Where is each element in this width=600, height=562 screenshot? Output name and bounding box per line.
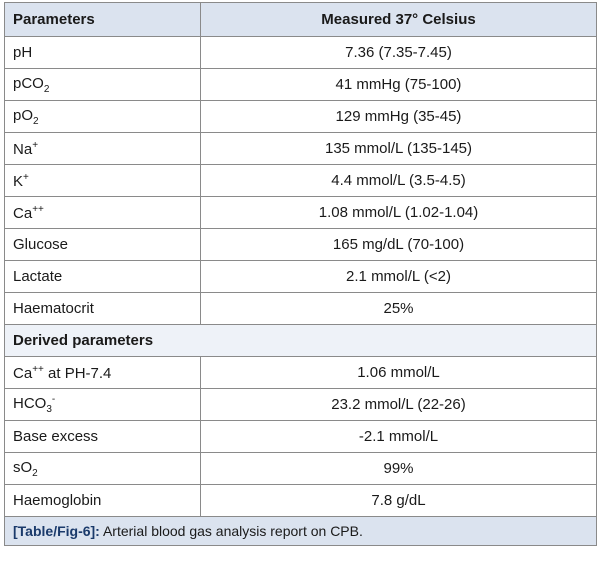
param-name: HCO3-: [4, 388, 201, 421]
table-row: Na+ 135 mmol/L (135-145): [4, 132, 597, 165]
param-value: 135 mmol/L (135-145): [200, 132, 597, 165]
table-caption: [Table/Fig-6]: Arterial blood gas analys…: [4, 516, 597, 546]
param-name: Haemoglobin: [4, 484, 201, 517]
param-value: 1.06 mmol/L: [200, 356, 597, 389]
table-row: Lactate 2.1 mmol/L (<2): [4, 260, 597, 293]
table-row: Haemoglobin 7.8 g/dL: [4, 484, 597, 517]
param-name: pH: [4, 36, 201, 69]
param-name-sup: -: [51, 394, 56, 405]
table-row: Haematocrit 25%: [4, 292, 597, 325]
param-value: 99%: [200, 452, 597, 485]
param-name-main: Ca: [13, 364, 33, 382]
table-row: K+ 4.4 mmol/L (3.5-4.5): [4, 164, 597, 197]
param-name-main: sO: [13, 458, 33, 476]
param-name-sub: 3: [46, 404, 52, 415]
param-name: Lactate: [4, 260, 201, 293]
table-row: Ca++ 1.08 mmol/L (1.02-1.04): [4, 196, 597, 229]
param-value: 7.36 (7.35-7.45): [200, 36, 597, 69]
param-name-main: K: [13, 172, 24, 190]
param-value: 41 mmHg (75-100): [200, 68, 597, 101]
param-value: 165 mg/dL (70-100): [200, 228, 597, 261]
param-value: 129 mmHg (35-45): [200, 100, 597, 133]
derived-parameters-heading: Derived parameters: [4, 324, 597, 357]
param-name-sub: 2: [33, 115, 39, 127]
param-value: 4.4 mmol/L (3.5-4.5): [200, 164, 597, 197]
param-name-sup: ++: [32, 363, 44, 375]
param-name-sup: +: [32, 139, 39, 151]
param-value: 7.8 g/dL: [200, 484, 597, 517]
table-row: HCO3- 23.2 mmol/L (22-26): [4, 388, 597, 421]
table-row: pO2 129 mmHg (35-45): [4, 100, 597, 133]
param-value: 2.1 mmol/L (<2): [200, 260, 597, 293]
param-name-sub: 2: [43, 83, 50, 95]
param-name: pO2: [4, 100, 201, 133]
table-row: Glucose 165 mg/dL (70-100): [4, 228, 597, 261]
table-row: pH 7.36 (7.35-7.45): [4, 36, 597, 69]
param-name: Ca++ at PH-7.4: [4, 356, 201, 389]
param-name: K+: [4, 164, 201, 197]
param-value: 23.2 mmol/L (22-26): [200, 388, 597, 421]
header-measured: Measured 37° Celsius: [200, 2, 597, 37]
section-header-row: Derived parameters: [4, 324, 597, 357]
caption-tag: [Table/Fig-6]:: [13, 523, 100, 539]
table-row: Ca++ at PH-7.4 1.06 mmol/L: [4, 356, 597, 389]
param-value: 25%: [200, 292, 597, 325]
table-header-row: Parameters Measured 37° Celsius: [4, 2, 597, 37]
table-row: Base excess -2.1 mmol/L: [4, 420, 597, 453]
table-row: sO2 99%: [4, 452, 597, 485]
param-name-main: HCO: [13, 395, 47, 412]
param-value: 1.08 mmol/L (1.02-1.04): [200, 196, 597, 229]
param-name-main: pCO: [13, 74, 44, 92]
param-name-main: Ca: [13, 204, 33, 222]
param-name: pCO2: [4, 68, 201, 101]
abg-table-container: Parameters Measured 37° Celsius pH 7.36 …: [4, 2, 597, 546]
caption-text: Arterial blood gas analysis report on CP…: [99, 523, 363, 539]
param-name: Haematocrit: [4, 292, 201, 325]
abg-table: Parameters Measured 37° Celsius pH 7.36 …: [4, 2, 597, 546]
param-name-sub: 2: [32, 467, 38, 479]
param-value: -2.1 mmol/L: [200, 420, 597, 453]
param-name-tail: at PH-7.4: [43, 364, 112, 382]
table-row: pCO2 41 mmHg (75-100): [4, 68, 597, 101]
param-name: Ca++: [4, 196, 201, 229]
param-name: Na+: [4, 132, 201, 165]
param-name-sup: ++: [32, 203, 44, 215]
param-name: Base excess: [4, 420, 201, 453]
param-name: Glucose: [4, 228, 201, 261]
param-name-sup: +: [23, 171, 29, 183]
param-name-main: Na: [13, 140, 33, 158]
param-name-main: pO: [13, 106, 34, 124]
caption-row: [Table/Fig-6]: Arterial blood gas analys…: [4, 516, 597, 546]
header-parameters: Parameters: [4, 2, 201, 37]
param-name: sO2: [4, 452, 201, 485]
